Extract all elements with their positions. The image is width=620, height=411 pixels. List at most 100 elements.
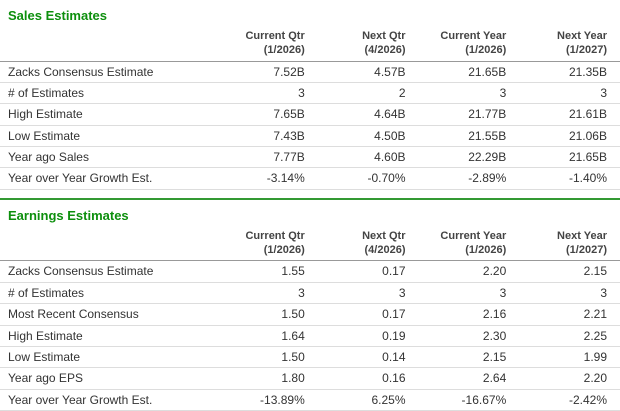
column-header-line1: Next Year: [557, 229, 607, 242]
column-header-line1: Current Qtr: [245, 229, 305, 242]
cell-value: 3: [217, 82, 318, 105]
row-label: Zacks Consensus Estimate: [0, 61, 217, 83]
cell-value: 21.65B: [418, 61, 520, 83]
cell-value: 4.50B: [317, 125, 419, 148]
column-header-blank: [0, 227, 217, 262]
cell-value: 6.25%: [317, 389, 419, 411]
table-row: Zacks Consensus Estimate 7.52B 4.57B 21.…: [0, 61, 620, 83]
row-label: # of Estimates: [0, 82, 217, 105]
cell-value: 2.25: [519, 325, 620, 347]
cell-value: 0.19: [317, 325, 419, 347]
cell-value: 3: [519, 282, 620, 305]
section-title-sales: Sales Estimates: [8, 8, 108, 23]
section-title-earnings: Earnings Estimates: [8, 207, 129, 223]
section-divider: [0, 197, 620, 200]
column-header-line1: Next Qtr: [362, 229, 406, 242]
column-header-line2: (1/2027): [566, 43, 607, 56]
column-header-next-year: Next Year (1/2027): [519, 227, 620, 262]
earnings-header-row: Current Qtr (1/2026) Next Qtr (4/2026) C…: [0, 227, 620, 262]
cell-value: 7.43B: [217, 125, 318, 148]
cell-value: 21.61B: [519, 103, 620, 126]
cell-value: 4.60B: [317, 146, 419, 169]
cell-value: 1.50: [217, 303, 318, 326]
cell-value: -13.89%: [217, 389, 318, 411]
column-header-next-qtr: Next Qtr (4/2026): [317, 227, 419, 262]
column-header-current-qtr: Current Qtr (1/2026): [217, 28, 318, 62]
column-header-line1: Current Year: [440, 30, 507, 42]
column-header-current-year: Current Year (1/2026): [418, 28, 520, 62]
table-row: Most Recent Consensus 1.50 0.17 2.16 2.2…: [0, 303, 620, 326]
cell-value: 2.64: [418, 367, 520, 390]
row-label: Low Estimate: [0, 125, 217, 148]
table-row: Zacks Consensus Estimate 1.55 0.17 2.20 …: [0, 260, 620, 283]
cell-value: 22.29B: [418, 146, 520, 169]
row-label: Zacks Consensus Estimate: [0, 260, 217, 283]
cell-value: 0.14: [317, 346, 419, 369]
cell-value: 3: [217, 282, 318, 305]
table-row: # of Estimates 3 2 3 3: [0, 82, 620, 105]
cell-value: 21.65B: [519, 146, 620, 169]
cell-value: -2.42%: [519, 389, 620, 411]
cell-value: 4.57B: [317, 61, 419, 83]
cell-value: 0.17: [317, 303, 419, 326]
sales-header-row: Current Qtr (1/2026) Next Qtr (4/2026) C…: [0, 28, 620, 62]
column-header-current-year: Current Year (1/2026): [418, 227, 520, 262]
column-header-next-year: Next Year (1/2027): [519, 28, 620, 62]
column-header-line2: (1/2026): [263, 243, 305, 256]
column-header-line2: (4/2026): [364, 243, 406, 256]
row-label: # of Estimates: [0, 282, 217, 305]
cell-value: 2: [317, 82, 419, 105]
cell-value: -1.40%: [519, 167, 620, 190]
column-header-line1: Current Qtr: [245, 30, 305, 42]
column-header-line2: (1/2026): [263, 43, 305, 56]
cell-value: 2.15: [519, 260, 620, 283]
table-row: Year over Year Growth Est. -13.89% 6.25%…: [0, 389, 620, 411]
cell-value: -16.67%: [418, 389, 520, 411]
cell-value: 21.55B: [418, 125, 520, 148]
cell-value: 3: [418, 282, 520, 305]
cell-value: 3: [519, 82, 620, 105]
table-row: Year ago EPS 1.80 0.16 2.64 2.20: [0, 367, 620, 390]
sales-estimates-section: Sales Estimates Current Qtr (1/2026) Nex…: [0, 0, 620, 190]
cell-value: 2.15: [418, 346, 520, 369]
cell-value: 2.20: [418, 260, 520, 283]
table-row: Low Estimate 1.50 0.14 2.15 1.99: [0, 346, 620, 369]
column-header-line1: Next Year: [557, 30, 607, 42]
column-header-line1: Next Qtr: [362, 30, 406, 42]
cell-value: 2.30: [418, 325, 520, 347]
cell-value: 2.20: [519, 367, 620, 390]
cell-value: 21.35B: [519, 61, 620, 83]
cell-value: -2.89%: [418, 167, 520, 190]
earnings-estimates-table: Current Qtr (1/2026) Next Qtr (4/2026) C…: [0, 227, 620, 411]
cell-value: 7.77B: [217, 146, 318, 169]
earnings-estimates-section: Earnings Estimates Current Qtr (1/2026) …: [0, 200, 620, 411]
cell-value: 0.17: [317, 260, 419, 283]
column-header-blank: [0, 28, 217, 62]
table-row: # of Estimates 3 3 3 3: [0, 282, 620, 305]
cell-value: 3: [317, 282, 419, 305]
row-label: Year ago Sales: [0, 146, 217, 169]
column-header-line2: (1/2026): [465, 43, 507, 56]
column-header-line2: (1/2027): [566, 243, 607, 256]
table-row: High Estimate 1.64 0.19 2.30 2.25: [0, 325, 620, 347]
cell-value: 4.64B: [317, 103, 419, 126]
table-row: Year over Year Growth Est. -3.14% -0.70%…: [0, 167, 620, 190]
cell-value: -0.70%: [317, 167, 419, 190]
cell-value: 3: [418, 82, 520, 105]
cell-value: 21.06B: [519, 125, 620, 148]
cell-value: 7.52B: [217, 61, 318, 83]
column-header-next-qtr: Next Qtr (4/2026): [317, 28, 419, 62]
sales-estimates-table: Current Qtr (1/2026) Next Qtr (4/2026) C…: [0, 28, 620, 190]
cell-value: 1.55: [217, 260, 318, 283]
column-header-line1: Current Year: [440, 229, 507, 242]
cell-value: 0.16: [317, 367, 419, 390]
cell-value: -3.14%: [217, 167, 318, 190]
table-row: Year ago Sales 7.77B 4.60B 22.29B 21.65B: [0, 146, 620, 169]
table-row: High Estimate 7.65B 4.64B 21.77B 21.61B: [0, 103, 620, 126]
cell-value: 1.50: [217, 346, 318, 369]
column-header-line2: (1/2026): [465, 243, 507, 256]
row-label: High Estimate: [0, 325, 217, 347]
row-label: Low Estimate: [0, 346, 217, 369]
cell-value: 1.99: [519, 346, 620, 369]
